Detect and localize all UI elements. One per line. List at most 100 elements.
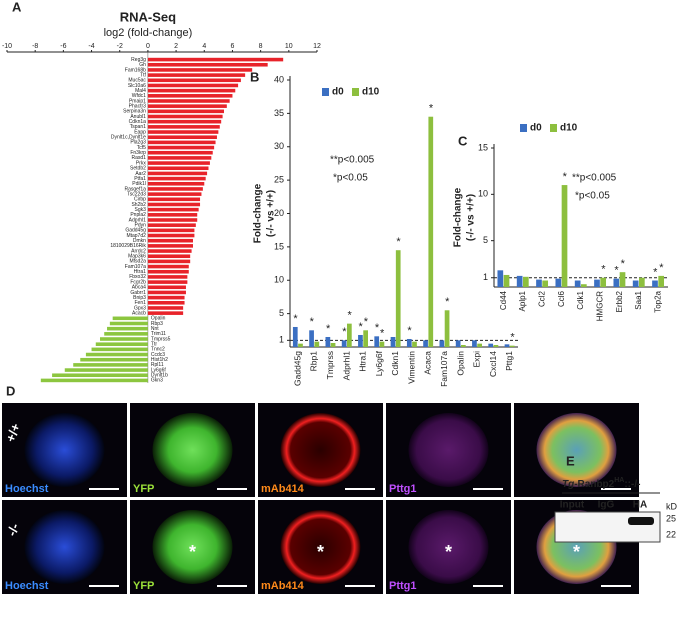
significance: * bbox=[310, 316, 315, 328]
bar bbox=[542, 280, 549, 287]
bar bbox=[555, 278, 562, 287]
channel-label: YFP bbox=[133, 483, 154, 495]
category-label: Abca4 bbox=[132, 285, 146, 291]
y-axis-label: Fold-change bbox=[453, 187, 464, 247]
category-label: Pdyn bbox=[135, 223, 147, 229]
bar bbox=[147, 125, 220, 129]
bar bbox=[52, 373, 148, 378]
bar bbox=[91, 347, 148, 352]
significance: * bbox=[621, 258, 626, 270]
category-label: Cirbp bbox=[134, 197, 146, 203]
category-label: Rbp3 bbox=[151, 321, 163, 327]
legend-label: d0 bbox=[530, 123, 542, 134]
bar bbox=[147, 285, 186, 290]
bar bbox=[298, 343, 303, 347]
bar bbox=[330, 342, 336, 347]
y-tick-label: 1 bbox=[279, 335, 284, 345]
channel-label: mAb414 bbox=[261, 483, 305, 495]
category-label: Gabrr1 bbox=[130, 290, 146, 296]
x-tick-label: Aplp1 bbox=[518, 290, 527, 311]
significance: * bbox=[375, 322, 380, 334]
category-label: Reg3g bbox=[131, 57, 146, 63]
bar bbox=[112, 316, 148, 321]
x-tick-label: Saa1 bbox=[634, 290, 643, 309]
x-tick-label: Ccl6 bbox=[557, 290, 566, 307]
significance: * bbox=[659, 262, 664, 274]
annotation: *p<0.05 bbox=[333, 173, 368, 184]
bar bbox=[147, 192, 202, 196]
bar bbox=[147, 233, 195, 238]
category-label: Ttf bbox=[140, 72, 146, 78]
category-label: Pla2g3 bbox=[130, 140, 146, 146]
category-label: Wfdc1 bbox=[132, 93, 146, 99]
x-tick-label: Expi bbox=[472, 351, 482, 368]
cell bbox=[280, 510, 361, 584]
bar bbox=[147, 223, 196, 227]
x-tick-label: Cd44 bbox=[499, 290, 508, 310]
category-label: Rpl11 bbox=[151, 362, 164, 368]
category-label: Pdik1l bbox=[132, 181, 146, 187]
bar bbox=[341, 340, 347, 347]
legend-swatch bbox=[322, 88, 329, 96]
significance: * bbox=[601, 264, 606, 276]
title-part: ::-/- bbox=[624, 479, 640, 490]
bar bbox=[147, 202, 201, 207]
bar bbox=[85, 352, 148, 357]
category-label: Eapp bbox=[134, 129, 146, 135]
bar bbox=[147, 150, 213, 155]
category-label: Bnip3 bbox=[133, 295, 146, 301]
cell bbox=[152, 413, 233, 487]
bar bbox=[104, 332, 148, 336]
x-tick-label: 4 bbox=[202, 43, 206, 50]
category-label: Ptfa1 bbox=[134, 176, 146, 182]
bar bbox=[147, 280, 188, 284]
significance: * bbox=[342, 326, 347, 338]
panel-d: D Hoechst YFP mAb414 Pttg1 +/+ Hoechst YFP * mAb… bbox=[2, 383, 639, 594]
bar bbox=[147, 197, 201, 202]
bar bbox=[147, 176, 206, 181]
bar bbox=[374, 336, 380, 347]
category-label: 1810029B16Rik bbox=[110, 243, 146, 249]
bar bbox=[147, 254, 191, 259]
bar bbox=[509, 345, 515, 347]
category-label: Map3k6 bbox=[128, 254, 146, 260]
bar bbox=[147, 130, 219, 134]
bar bbox=[147, 187, 203, 191]
cell bbox=[24, 413, 105, 487]
x-tick-label: Cdkn1 bbox=[390, 351, 400, 376]
x-tick-label: 10 bbox=[285, 43, 293, 50]
category-label: Cdkn1a bbox=[129, 119, 146, 125]
y-tick-label: 35 bbox=[274, 108, 284, 118]
bar bbox=[147, 244, 193, 248]
chart-title: RNA-Seq bbox=[120, 9, 176, 24]
category-label: Arrdc2 bbox=[131, 248, 146, 254]
category-label: Mal4 bbox=[135, 88, 146, 94]
bar bbox=[412, 341, 417, 347]
annotation: **p<0.005 bbox=[572, 173, 617, 184]
bar bbox=[147, 166, 209, 171]
bar bbox=[639, 277, 645, 287]
bar bbox=[652, 280, 658, 287]
category-label: Anubl1 bbox=[130, 114, 146, 120]
category-label: Mfsd2a bbox=[130, 259, 147, 265]
bar bbox=[600, 277, 607, 287]
channel-label: Hoechst bbox=[5, 580, 49, 592]
bar bbox=[147, 161, 210, 165]
bar bbox=[658, 275, 665, 287]
bar bbox=[147, 259, 191, 264]
category-label: Opalin bbox=[151, 316, 166, 322]
legend-swatch bbox=[352, 88, 359, 96]
bar bbox=[390, 336, 396, 347]
bar bbox=[574, 280, 581, 287]
x-tick-label: -4 bbox=[88, 43, 94, 50]
title-part: -Ranbp2 bbox=[574, 479, 614, 490]
category-label: Acacb bbox=[132, 310, 146, 316]
category-label: Htra1 bbox=[134, 269, 146, 275]
x-tick-label: Rbp1 bbox=[309, 351, 319, 372]
bar bbox=[632, 280, 639, 287]
bar bbox=[619, 272, 626, 287]
title-part: HA bbox=[614, 477, 624, 484]
category-label: Fn3krp bbox=[130, 150, 146, 156]
bar bbox=[439, 340, 445, 347]
legend-swatch bbox=[520, 124, 527, 132]
